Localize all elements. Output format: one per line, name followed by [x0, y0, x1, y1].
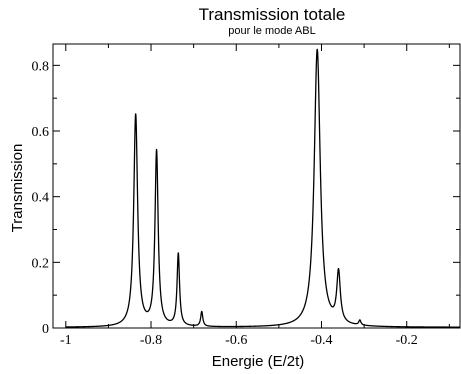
plot-frame	[52, 43, 461, 329]
y-tick-label: 0.6	[32, 125, 50, 140]
x-tick-label: -0.4	[310, 333, 332, 348]
y-tick-label: 0.2	[32, 256, 50, 271]
chart-subtitle: pour le mode ABL	[228, 25, 315, 37]
y-axis-label: Transmission	[9, 144, 26, 233]
x-tick-label: -0.2	[396, 333, 418, 348]
x-tick-label: -0.8	[140, 333, 162, 348]
x-tick-label: -1	[60, 333, 72, 348]
transmission-curve	[65, 48, 461, 328]
chart-title: Transmission totale	[199, 5, 346, 24]
x-tick-label: -0.6	[225, 333, 247, 348]
y-tick-label: 0.4	[32, 191, 50, 206]
y-tick-label: 0	[42, 322, 49, 337]
y-tick-label: 0.8	[32, 59, 50, 74]
y-axis: 0 0.2 0.4 0.6 0.8	[32, 59, 460, 337]
x-axis-label: Energie (E/2t)	[212, 353, 305, 370]
x-axis: -1 -0.8 -0.6 -0.4 -0.2	[60, 44, 450, 348]
